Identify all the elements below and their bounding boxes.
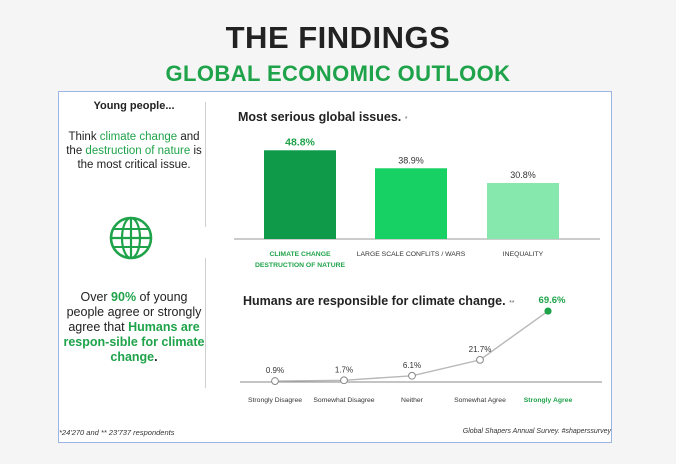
point-value-label: 6.1% — [403, 361, 421, 370]
bar-chart-title-text: Most serious global issues. — [238, 110, 402, 124]
findings-card — [58, 91, 612, 443]
line-chart-title-mark: ** — [509, 300, 515, 307]
point-value-label: 21.7% — [469, 345, 492, 354]
respondents-footnote: *24'270 and ** 23'737 respondents — [59, 428, 175, 437]
point-value-label: 69.6% — [539, 295, 566, 306]
line-category-label: Neither — [401, 397, 424, 404]
statement-2-text: . — [154, 350, 158, 364]
bar-value-label: 30.8% — [510, 170, 536, 180]
statement-1-text: and the — [66, 131, 200, 157]
bar-category-label: INEQUALITY — [503, 251, 544, 258]
statement-1-text: Think — [68, 131, 100, 143]
bar-2 — [375, 168, 447, 239]
data-point — [544, 307, 552, 315]
bar-value-label: 48.8% — [285, 136, 315, 148]
statement-2-text: of young people agree or strongly agree … — [66, 290, 202, 334]
globe-icon — [109, 216, 153, 260]
left-statement-1: Think climate change and the destruction… — [60, 130, 208, 172]
line-category-label: Strongly Disagree — [248, 397, 302, 404]
line-category-label: Strongly Agree — [524, 397, 573, 404]
climate-change-highlight: climate change — [99, 131, 178, 143]
bar-chart-title-mark: * — [404, 116, 408, 123]
source-note: Global Shapers Annual Survey. #shaperssu… — [462, 428, 611, 435]
data-point — [340, 376, 348, 385]
divider-bottom — [205, 258, 206, 388]
line-chart-title: Humans are responsible for climate chang… — [243, 294, 515, 308]
data-point — [408, 371, 416, 380]
point-value-label: 0.9% — [266, 366, 284, 375]
ninety-percent-highlight: 90% — [111, 290, 137, 304]
page-subtitle: GLOBAL ECONOMIC OUTLOOK — [165, 61, 511, 86]
destruction-nature-highlight: destruction of nature — [85, 145, 191, 157]
left-heading: Young people... — [93, 100, 175, 112]
bar-category-label: LARGE SCALE CONFLITS / WARS — [357, 251, 466, 258]
humans-responsible-highlight: Humans are respon-sible for climate chan… — [63, 320, 205, 364]
line-category-label: Somewhat Disagree — [313, 397, 374, 404]
divider-top — [205, 102, 206, 227]
left-statement-2: Over 90% of young people agree or strong… — [60, 290, 208, 365]
bar-value-label: 38.9% — [398, 155, 424, 165]
line-chart-title-text: Humans are responsible for climate chang… — [243, 294, 506, 308]
bar-category-label: CLIMATE CHANGE — [269, 251, 331, 258]
data-point — [271, 377, 279, 385]
statement-2-text: Over — [80, 290, 112, 304]
line-category-label: Somewhat Agree — [454, 397, 506, 404]
page-title: THE FINDINGS — [225, 20, 451, 55]
point-value-label: 1.7% — [335, 365, 353, 374]
data-point — [476, 355, 484, 364]
line-series — [274, 310, 549, 382]
statement-1-text: is the most critical issue. — [77, 145, 202, 171]
bar-category-label: DESTRUCTION OF NATURE — [255, 262, 346, 269]
bar-3 — [487, 183, 559, 239]
bar-chart-title: Most serious global issues. * — [238, 110, 407, 124]
bar-1 — [264, 150, 336, 239]
